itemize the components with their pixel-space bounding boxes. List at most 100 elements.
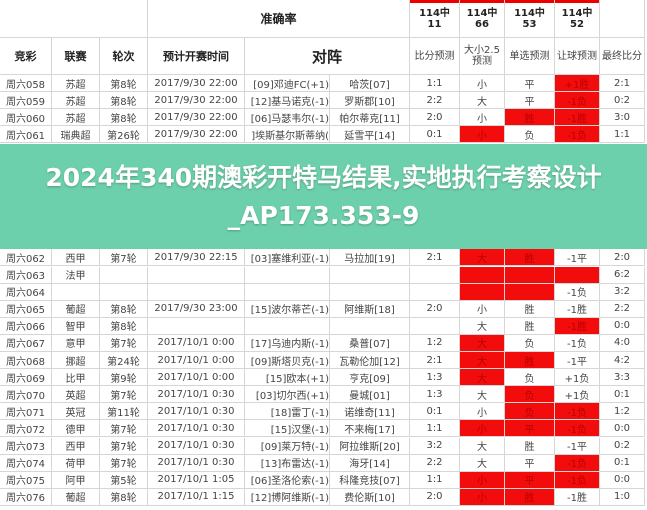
table-cell: 2017/9/30 22:00 (148, 109, 245, 127)
table-cell: [06]马瑟韦尔(-1) (245, 109, 330, 127)
table-cell: 胜 (505, 300, 555, 318)
table-cell: 英超 (52, 386, 100, 404)
table-cell (245, 266, 330, 284)
table-cell: 诺维奇[11] (330, 403, 410, 421)
table-cell: 3:3 (600, 369, 645, 387)
table-cell: 大 (460, 352, 505, 370)
table-cell (100, 283, 148, 301)
table-cell: 大 (460, 437, 505, 455)
table-cell (245, 283, 330, 301)
column-header: 单选预测 (505, 38, 555, 75)
table-cell: [15]汉堡(-1) (245, 420, 330, 438)
column-header: 最终比分 (600, 38, 645, 75)
table-cell: 2:1 (410, 249, 460, 267)
table-cell: 周六061 (0, 126, 52, 144)
table-cell: 周六058 (0, 75, 52, 93)
table-cell: 0:0 (600, 420, 645, 438)
table-cell: -1平 (555, 437, 600, 455)
table-cell: 负 (505, 334, 555, 352)
accuracy-top-bar (410, 0, 600, 3)
table-cell: 周六071 (0, 403, 52, 421)
table-cell (330, 266, 410, 284)
table-cell: 2:0 (410, 488, 460, 506)
table-cell: 2:2 (410, 454, 460, 472)
accuracy-label: 准确率 (148, 0, 410, 38)
table-cell (505, 266, 555, 284)
accuracy-count: 11 (427, 18, 442, 30)
table-cell: -1负 (555, 420, 600, 438)
accuracy-count: 53 (522, 18, 537, 30)
table-cell: 大 (460, 317, 505, 335)
table-cell: 第7轮 (100, 249, 148, 267)
table-cell: 2017/9/30 22:15 (148, 249, 245, 267)
table-cell: 4:2 (600, 352, 645, 370)
table-cell (505, 283, 555, 301)
table-cell (460, 283, 505, 301)
table-cell: 胜 (505, 109, 555, 127)
table-cell: 2017/10/1 0:30 (148, 386, 245, 404)
table-cell: 瑞典超 (52, 126, 100, 144)
table-cell (330, 283, 410, 301)
table-cell (245, 317, 330, 335)
table-cell: 2:0 (410, 109, 460, 127)
table-cell: 马拉加[19] (330, 249, 410, 267)
table-cell: 1:3 (410, 369, 460, 387)
table-cell: 大 (460, 92, 505, 110)
table-cell: -1负 (555, 403, 600, 421)
table-cell: 英冠 (52, 403, 100, 421)
table-cell: 周六067 (0, 334, 52, 352)
table-cell: 法甲 (52, 266, 100, 284)
table-cell: 大 (460, 454, 505, 472)
table-cell: [15]欧本(+1) (245, 369, 330, 387)
table-cell: 周六075 (0, 471, 52, 489)
table-cell: 周六062 (0, 249, 52, 267)
column-header: 大小2.5预测 (460, 38, 505, 75)
table-cell: 0:2 (600, 437, 645, 455)
column-header: 比分预测 (410, 38, 460, 75)
table-cell: [09]莱万特(-1) (245, 437, 330, 455)
table-cell: 葡超 (52, 300, 100, 318)
table-cell: 苏超 (52, 109, 100, 127)
table-cell: -1胜 (555, 488, 600, 506)
table-cell (410, 283, 460, 301)
table-cell: 周六073 (0, 437, 52, 455)
table-cell: [15]波尔蒂芒(-1) (245, 300, 330, 318)
table-cell: [12]博阿维斯(-1) (245, 488, 330, 506)
table-cell: 2017/9/30 22:00 (148, 75, 245, 93)
column-header: 轮次 (100, 38, 148, 75)
table-cell: 延雪平[14] (330, 126, 410, 144)
table-cell: 2:2 (410, 92, 460, 110)
table-cell: 周六074 (0, 454, 52, 472)
table-cell: 罗斯郡[10] (330, 92, 410, 110)
table-cell: +1负 (555, 386, 600, 404)
table-cell (148, 317, 245, 335)
table-cell: 2017/10/1 0:00 (148, 369, 245, 387)
table-cell (460, 266, 505, 284)
table-cell: 0:0 (600, 471, 645, 489)
table-cell: 小 (460, 488, 505, 506)
table-cell: 2017/10/1 0:30 (148, 420, 245, 438)
table-cell: 第8轮 (100, 92, 148, 110)
table-cell: 第7轮 (100, 420, 148, 438)
table-cell: 费伦斯[10] (330, 488, 410, 506)
table-cell: 小 (460, 126, 505, 144)
table-cell (148, 266, 245, 284)
table-cell: 0:0 (600, 317, 645, 335)
accuracy-count: 52 (570, 18, 584, 30)
table-cell: 周六068 (0, 352, 52, 370)
table-cell: +1负 (555, 369, 600, 387)
table-cell: 阿拉维斯[20] (330, 437, 410, 455)
table-cell: 6:2 (600, 266, 645, 284)
accuracy-value: 114中 66 (460, 0, 505, 38)
table-cell: 第11轮 (100, 403, 148, 421)
table-cell: 第7轮 (100, 386, 148, 404)
table-cell: 2:0 (410, 300, 460, 318)
table-cell: 0:1 (410, 126, 460, 144)
table-cell: 周六066 (0, 317, 52, 335)
table-cell: 1:1 (410, 471, 460, 489)
table-cell: 德甲 (52, 420, 100, 438)
table-cell: 小 (460, 109, 505, 127)
table-cell: 2017/10/1 1:05 (148, 471, 245, 489)
table-cell: 周六069 (0, 369, 52, 387)
table-cell: 西甲 (52, 437, 100, 455)
